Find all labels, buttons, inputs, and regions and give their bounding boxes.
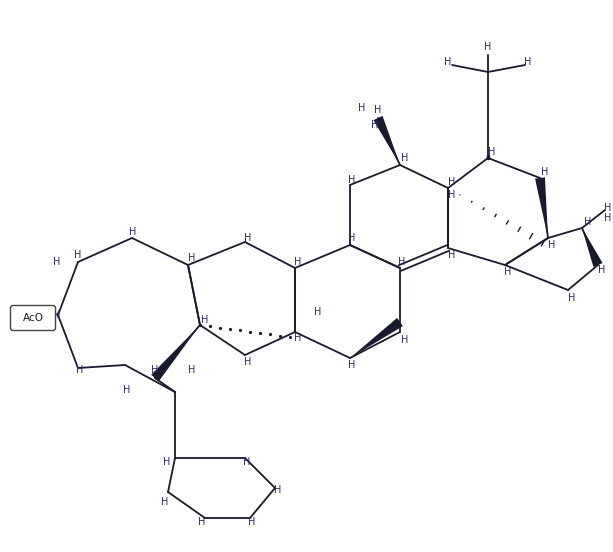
Text: H: H	[294, 257, 302, 267]
Text: H: H	[584, 217, 592, 227]
Text: H: H	[359, 103, 366, 113]
Text: H: H	[151, 365, 159, 375]
Text: H: H	[604, 203, 612, 213]
Text: H: H	[53, 257, 61, 267]
Text: H: H	[604, 213, 612, 223]
Text: H: H	[76, 365, 84, 375]
Text: H: H	[348, 233, 356, 243]
Text: H: H	[489, 147, 496, 157]
Text: H: H	[201, 315, 208, 325]
Polygon shape	[373, 116, 400, 165]
Text: H: H	[348, 360, 356, 370]
Text: H: H	[161, 497, 169, 507]
Text: H: H	[74, 250, 82, 260]
Text: H: H	[245, 357, 252, 367]
Text: H: H	[375, 105, 382, 115]
Text: H: H	[245, 233, 252, 243]
Text: H: H	[504, 267, 512, 277]
Text: H: H	[484, 42, 492, 52]
Text: H: H	[294, 333, 302, 343]
Text: H: H	[199, 517, 206, 527]
Text: H: H	[163, 457, 170, 467]
Polygon shape	[535, 177, 548, 238]
Text: H: H	[188, 253, 196, 263]
Text: H: H	[188, 365, 196, 375]
Text: H: H	[548, 240, 556, 250]
Polygon shape	[582, 228, 603, 267]
Polygon shape	[57, 311, 58, 319]
Text: H: H	[524, 57, 531, 67]
Text: H: H	[274, 485, 282, 495]
Polygon shape	[151, 325, 200, 381]
Text: H: H	[314, 307, 322, 317]
Text: H: H	[398, 257, 406, 267]
FancyBboxPatch shape	[10, 305, 56, 331]
Text: H: H	[568, 293, 576, 303]
Text: H: H	[243, 457, 251, 467]
Text: H: H	[348, 175, 356, 185]
Text: H: H	[541, 167, 549, 177]
Text: H: H	[444, 57, 452, 67]
Text: AcO: AcO	[23, 313, 44, 323]
Polygon shape	[350, 318, 403, 358]
Text: H: H	[123, 385, 131, 395]
Text: H: H	[448, 250, 455, 260]
Text: H: H	[402, 153, 409, 163]
Text: H: H	[402, 335, 409, 345]
Text: H: H	[248, 517, 256, 527]
Text: H: H	[448, 177, 455, 187]
Text: H: H	[598, 265, 606, 275]
Text: H: H	[448, 190, 455, 200]
Text: H: H	[129, 227, 137, 237]
Text: H: H	[53, 310, 61, 320]
Text: H: H	[371, 120, 379, 130]
